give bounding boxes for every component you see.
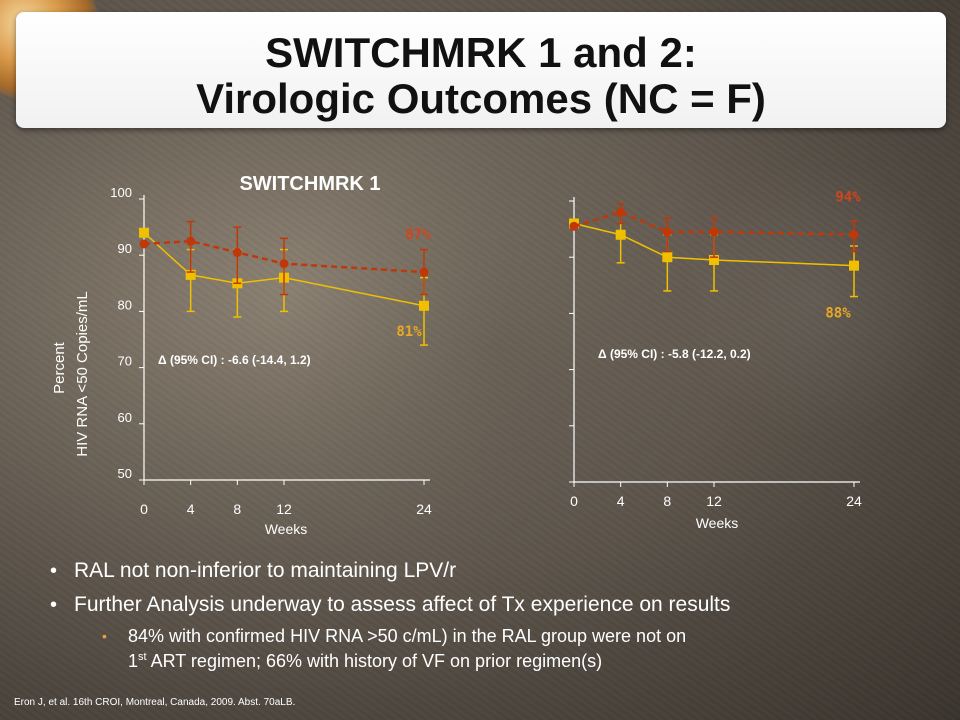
chart2-series-ral-point bbox=[709, 255, 719, 266]
chart1-x-tick-label: 12 bbox=[276, 501, 292, 517]
sub-bullet-line-2-rest: ART regimen; 66% with history of VF on p… bbox=[146, 651, 603, 671]
chart1-series-ral-end-label: 81% bbox=[396, 324, 422, 340]
chart2-series-lpv-line bbox=[573, 210, 855, 236]
chart1-series-ral-point bbox=[185, 269, 196, 280]
chart2-x-tick-label: 12 bbox=[706, 493, 722, 509]
chart2-series-ral-point bbox=[615, 229, 626, 240]
chart1-series-lpv-point bbox=[139, 239, 149, 249]
chart1-x-tick-label: 8 bbox=[233, 501, 241, 517]
bullet-item-2: • Further Analysis underway to assess af… bbox=[48, 590, 948, 620]
chart1-y-tick-label: 80 bbox=[118, 297, 132, 312]
chart1-series-lpv-point bbox=[186, 236, 196, 246]
chart2-series-lpv-end-label: 94% bbox=[835, 190, 861, 206]
chart1-x-tick-label: 4 bbox=[187, 501, 195, 517]
chart1-y-axis-label-line-1: Percent bbox=[51, 341, 68, 394]
chart2-series-lpv-point bbox=[616, 207, 626, 217]
chart1-annotation: Δ (95% CI) : -6.6 (-14.4, 1.2) bbox=[158, 353, 311, 367]
chart2-x-tick-label: 24 bbox=[846, 493, 862, 509]
citation: Eron J, et al. 16th CROI, Montreal, Cana… bbox=[14, 697, 296, 708]
chart2-series-lpv-point bbox=[662, 227, 672, 237]
chart1-x-axis-label: Weeks bbox=[265, 521, 308, 537]
chart2-series-ral-point bbox=[849, 260, 859, 271]
sub-bullet-item: • 84% with confirmed HIV RNA >50 c/mL) i… bbox=[102, 626, 948, 672]
chart1-y-tick-label: 60 bbox=[118, 410, 132, 425]
sub-bullet-dot-icon: • bbox=[102, 628, 107, 644]
chart1-y-axis-label-line-2: HIV RNA <50 Copies/mL bbox=[74, 291, 91, 457]
bullet-item-1: • RAL not non-inferior to maintaining LP… bbox=[48, 556, 948, 586]
chart1-x-tick-label: 0 bbox=[140, 501, 148, 517]
chart1-y-tick-label: 70 bbox=[118, 354, 132, 369]
bullet-text-2: Further Analysis underway to assess affe… bbox=[74, 593, 731, 616]
chart1-series-lpv-end-label: 87% bbox=[405, 227, 431, 243]
slide-title-line-1: SWITCHMRK 1 and 2: bbox=[265, 29, 697, 76]
chart2-annotation: Δ (95% CI) : -5.8 (-12.2, 0.2) bbox=[598, 347, 751, 361]
chart2-series-lpv-point bbox=[849, 230, 859, 240]
chart1-y-tick-label: 90 bbox=[118, 241, 132, 256]
bullet-text-1: RAL not non-inferior to maintaining LPV/… bbox=[74, 559, 457, 582]
chart1-series-lpv-point bbox=[419, 267, 429, 277]
chart2-series-lpv-point bbox=[569, 221, 579, 231]
chart2-x-tick-label: 4 bbox=[617, 493, 625, 509]
chart1-series-lpv-point bbox=[279, 259, 289, 269]
bullet-dot-icon: • bbox=[50, 594, 58, 616]
bullet-list: • RAL not non-inferior to maintaining LP… bbox=[48, 556, 948, 672]
chart1-series-ral-point bbox=[419, 300, 429, 311]
chart2-x-axis-label: Weeks bbox=[696, 515, 739, 531]
chart1-x-tick-label: 24 bbox=[416, 501, 432, 517]
chart2-series-ral-point bbox=[662, 252, 673, 263]
chart2-series-lpv-point bbox=[709, 227, 719, 237]
chart1-y-tick-label: 50 bbox=[118, 466, 132, 481]
title-panel: SWITCHMRK 1 and 2: Virologic Outcomes (N… bbox=[16, 12, 946, 128]
sub-bullet-line-1: 84% with confirmed HIV RNA >50 c/mL) in … bbox=[128, 626, 687, 646]
chart1-y-tick-label: 100 bbox=[110, 185, 132, 200]
slide-title-line-2: Virologic Outcomes (NC = F) bbox=[196, 75, 766, 122]
chart2-series-ral-end-label: 88% bbox=[825, 306, 851, 322]
sub-bullet-superscript: st bbox=[138, 651, 147, 663]
chart1-series-ral-point bbox=[139, 227, 149, 238]
chart2-x-tick-label: 0 bbox=[570, 493, 578, 509]
sub-bullet-line-2-prefix: 1 bbox=[128, 651, 139, 671]
chart2-x-tick-label: 8 bbox=[663, 493, 671, 509]
bullet-dot-icon: • bbox=[50, 560, 58, 582]
chart1-series-lpv-point bbox=[232, 247, 242, 257]
chart1-title: SWITCHMRK 1 bbox=[239, 173, 380, 195]
